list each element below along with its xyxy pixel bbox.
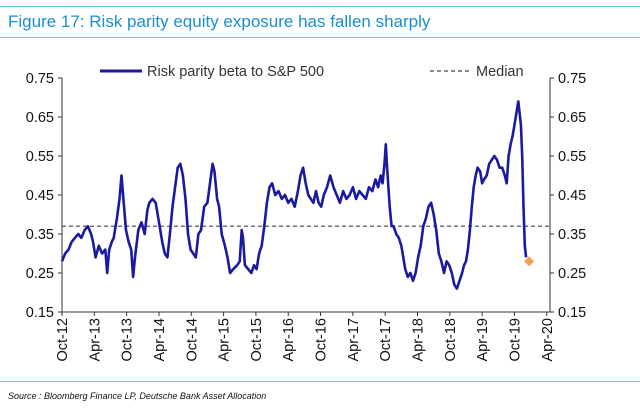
legend-series-label: Risk parity beta to S&P 500 [147,64,324,80]
x-tick-label: Oct-15 [249,318,265,362]
y-tick-label-left: 0.55 [26,149,54,165]
last-point-marker [524,256,535,267]
x-tick-label: Oct-19 [507,318,523,362]
y-tick-label-left: 0.65 [26,110,54,126]
x-tick-label: Apr-16 [281,318,297,362]
y-tick-label-right: 0.25 [558,266,586,282]
legend: Risk parity beta to S&P 500 Median [100,64,524,80]
x-tick-label: Oct-12 [55,318,71,362]
x-tick-label: Oct-13 [120,318,136,362]
axes: 0.75 0.75 0.65 0.65 0.55 0.55 0.45 0.45 0.35 0.35… [26,71,586,362]
y-tick-label-left: 0.25 [26,266,54,282]
x-tick-label: Apr-13 [87,318,103,362]
x-tick-label: Apr-17 [346,318,362,362]
x-tick-label: Apr-19 [475,318,491,362]
x-tick-label: Apr-15 [217,318,233,362]
plot-area [60,100,550,290]
x-tick-label: Apr-14 [152,318,168,362]
chart-title: Figure 17: Risk parity equity exposure h… [8,12,431,31]
y-tick-label-right: 0.15 [558,305,586,321]
x-tick-label: Oct-16 [314,318,330,362]
y-tick-label-left: 0.75 [26,71,54,87]
y-tick-label-left: 0.15 [26,305,54,321]
bottom-rule [0,381,640,382]
y-tick-label-left: 0.45 [26,188,54,204]
x-tick-label: Oct-14 [184,318,200,362]
x-tick-label: Oct-18 [443,318,459,362]
x-tick-label: Apr-18 [410,318,426,362]
series-line [60,100,528,290]
legend-median-label: Median [476,64,524,80]
x-tick-label: Apr-20 [540,318,556,362]
y-tick-label-right: 0.35 [558,227,586,243]
title-bar: Figure 17: Risk parity equity exposure h… [0,6,640,38]
y-tick-label-right: 0.75 [558,71,586,87]
y-tick-label-right: 0.45 [558,188,586,204]
y-tick-label-right: 0.55 [558,149,586,165]
x-tick-label: Oct-17 [378,318,394,362]
source-note: Source : Bloomberg Finance LP, Deutsche … [8,391,267,401]
y-tick-label-left: 0.35 [26,227,54,243]
y-tick-label-right: 0.65 [558,110,586,126]
